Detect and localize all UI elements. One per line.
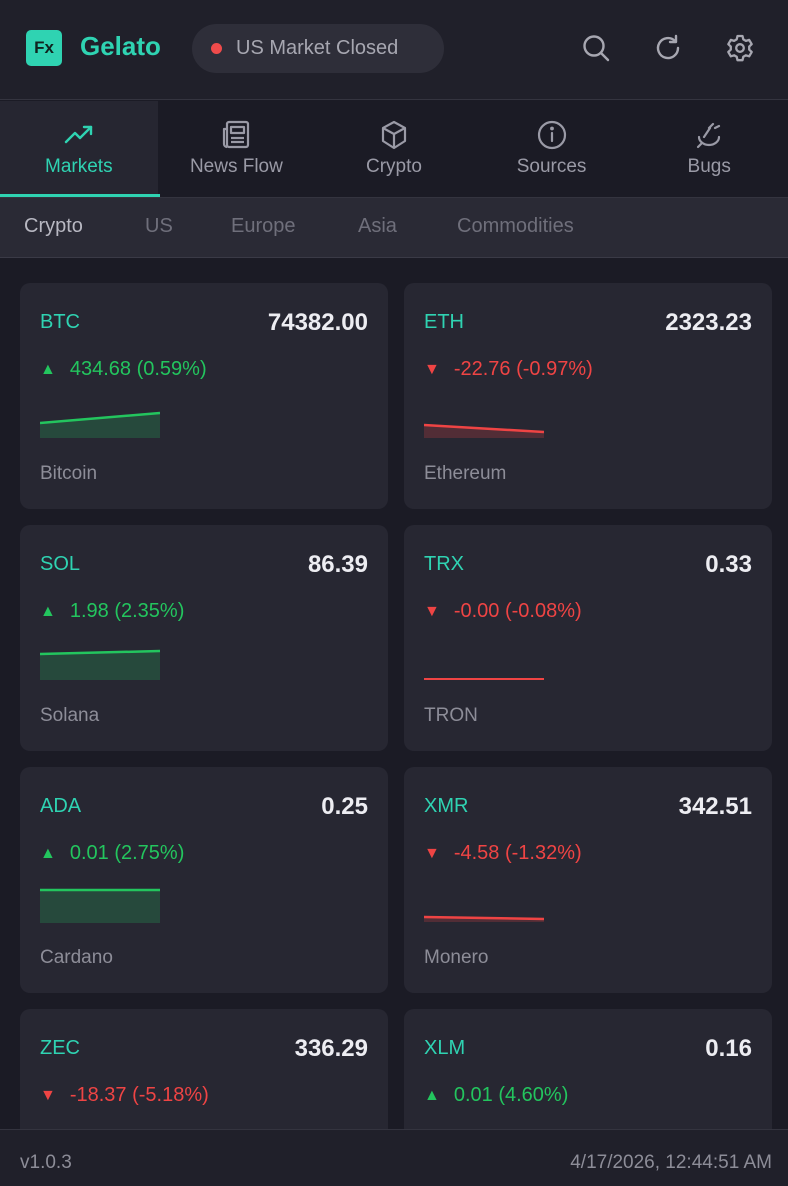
card-price: 74382.00 [267,309,368,336]
card-change: ▼ -4.58 (-1.32%) [424,842,582,865]
card-name: Monero [424,947,489,968]
status-footer: v1.0.3 4/17/2026, 12:44:51 AM [0,1129,788,1186]
card-change-value: 434.68 (0.59%) [69,358,207,380]
logo-text: Fx [34,38,54,57]
market-card-zec[interactable]: ZEC 336.29 ▼ -18.37 (-5.18%) [20,1009,388,1129]
card-price: 0.33 [705,551,752,578]
app-logo: Fx [26,30,62,66]
info-icon [536,119,568,151]
arrow-down-icon: ▼ [424,844,440,862]
card-name: Solana [40,705,100,726]
card-change-value: 0.01 (2.75%) [69,842,185,864]
card-symbol: ZEC [40,1037,80,1059]
status-dot-icon [211,43,222,54]
card-price: 0.16 [705,1035,752,1062]
tab-label: News Flow [189,156,283,177]
card-change: ▲ 1.98 (2.35%) [40,600,184,623]
card-change: ▲ 434.68 (0.59%) [40,358,207,381]
tab-label: Markets [45,156,113,177]
last-updated-timestamp: 4/17/2026, 12:44:51 AM [570,1152,772,1173]
card-change-value: -18.37 (-5.18%) [69,1084,209,1106]
arrow-up-icon: ▲ [40,602,56,620]
sparkline-chart [424,915,544,922]
subtab-asia[interactable]: Asia [358,215,397,237]
arrow-up-icon: ▲ [40,360,56,378]
market-card-trx[interactable]: TRX 0.33 ▼ -0.00 (-0.08%) TRON [404,525,772,751]
market-status-badge: US Market Closed [192,24,444,73]
arrow-down-icon: ▼ [40,1086,56,1104]
subtab-commodities[interactable]: Commodities [457,215,574,237]
tab-label: Bugs [687,156,731,177]
card-symbol: BTC [40,311,80,333]
arrow-down-icon: ▼ [424,360,440,378]
region-subnav: Crypto US Europe Asia Commodities [0,198,788,258]
card-change: ▲ 0.01 (2.75%) [40,842,184,865]
newspaper-icon [220,119,252,151]
tab-sources[interactable]: Sources [473,101,631,197]
card-name: Ethereum [424,463,507,484]
card-change: ▼ -22.76 (-0.97%) [424,358,593,381]
card-change: ▼ -18.37 (-5.18%) [40,1084,209,1107]
card-price: 0.25 [321,793,368,820]
app-header: Fx Gelato US Market Closed [0,0,788,100]
card-change: ▼ -0.00 (-0.08%) [424,600,582,623]
tab-crypto[interactable]: Crypto [315,101,473,197]
app-name: Gelato [80,31,161,61]
subtab-europe[interactable]: Europe [231,215,296,237]
market-status-text: US Market Closed [236,37,399,59]
card-change-value: 0.01 (4.60%) [453,1084,569,1106]
arrow-up-icon: ▲ [424,1086,440,1104]
sparkline-chart [40,888,160,923]
card-symbol: ETH [424,311,464,333]
card-change-value: -22.76 (-0.97%) [453,358,593,380]
card-price: 2323.23 [665,309,752,336]
card-symbol: XMR [424,795,469,817]
app-version: v1.0.3 [20,1152,72,1173]
market-card-btc[interactable]: BTC 74382.00 ▲ 434.68 (0.59%) Bitcoin [20,283,388,509]
card-name: TRON [424,705,478,726]
gear-icon[interactable] [725,33,755,63]
card-name: Bitcoin [40,463,98,484]
card-price: 342.51 [678,793,752,820]
refresh-icon[interactable] [653,33,683,63]
arrow-up-icon: ▲ [40,844,56,862]
cube-icon [378,119,410,151]
tab-bugs[interactable]: Bugs [630,101,788,197]
market-card-ada[interactable]: ADA 0.25 ▲ 0.01 (2.75%) Cardano [20,767,388,993]
market-card-eth[interactable]: ETH 2323.23 ▼ -22.76 (-0.97%) Ethereum [404,283,772,509]
card-symbol: TRX [424,553,464,575]
sparkline-chart [40,411,160,438]
card-price: 86.39 [307,551,368,578]
card-price: 336.29 [294,1035,368,1062]
card-change: ▲ 0.01 (4.60%) [424,1084,568,1107]
trending-up-icon [63,119,95,151]
subtab-crypto[interactable]: Crypto [24,215,83,237]
tab-label: Crypto [366,156,422,177]
market-card-xmr[interactable]: XMR 342.51 ▼ -4.58 (-1.32%) Monero [404,767,772,993]
market-card-xlm[interactable]: XLM 0.16 ▲ 0.01 (4.60%) [404,1009,772,1129]
card-symbol: ADA [40,795,82,817]
card-change-value: 1.98 (2.35%) [69,600,185,622]
main-nav: Markets News Flow Crypto Sources [0,101,788,198]
sparkline-chart [424,423,544,438]
subtab-us[interactable]: US [145,215,173,237]
card-name: Cardano [40,947,113,968]
card-change-value: -4.58 (-1.32%) [453,842,582,864]
card-symbol: XLM [424,1037,466,1059]
bug-icon [693,119,725,151]
market-grid: BTC 74382.00 ▲ 434.68 (0.59%) Bitcoin ET… [0,259,788,1129]
card-symbol: SOL [40,553,81,575]
market-card-sol[interactable]: SOL 86.39 ▲ 1.98 (2.35%) Solana [20,525,388,751]
sparkline-chart [424,678,544,680]
arrow-down-icon: ▼ [424,602,440,620]
search-icon[interactable] [581,33,611,63]
card-change-value: -0.00 (-0.08%) [453,600,582,622]
tab-news-flow[interactable]: News Flow [158,101,316,197]
sparkline-chart [40,649,160,680]
tab-markets[interactable]: Markets [0,101,160,197]
tab-label: Sources [516,156,587,177]
